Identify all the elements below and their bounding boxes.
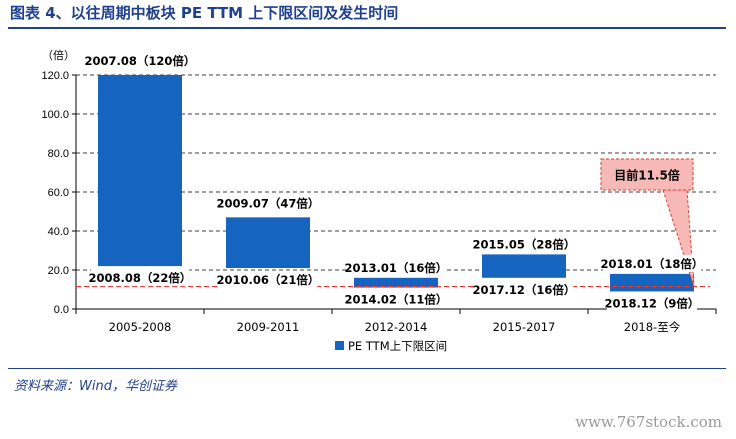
source-note: 资料来源：Wind，华创证券 bbox=[14, 379, 177, 394]
bars bbox=[98, 75, 694, 292]
x-tick-label: 2015-2017 bbox=[493, 320, 556, 334]
current-value-label: 目前11.5倍 bbox=[614, 168, 680, 183]
watermark: www.767stock.com bbox=[575, 413, 722, 431]
range-bar bbox=[482, 254, 566, 278]
range-bar bbox=[226, 217, 310, 269]
current-value-marker: 目前11.5倍 bbox=[76, 158, 710, 288]
high-value-label: 2007.08（120倍） bbox=[85, 54, 196, 68]
y-axis-unit-label: （倍） bbox=[42, 48, 75, 62]
source-divider bbox=[8, 368, 726, 369]
low-value-label: 2017.12（16倍） bbox=[473, 283, 576, 297]
low-value-label: 2018.12（9倍） bbox=[605, 296, 700, 310]
x-tick-label: 2009-2011 bbox=[237, 320, 300, 334]
high-value-label: 2018.01（18倍） bbox=[601, 257, 704, 271]
x-tick-label: 2005-2008 bbox=[109, 320, 172, 334]
current-value-pointer bbox=[662, 189, 695, 287]
high-value-label-bg bbox=[602, 254, 702, 272]
y-tick-label: 20.0 bbox=[48, 265, 69, 277]
title-divider bbox=[8, 27, 726, 29]
low-value-label-bg bbox=[474, 280, 574, 298]
current-value-callout bbox=[600, 158, 694, 191]
high-value-label-bg bbox=[218, 194, 318, 212]
y-tick-label: 40.0 bbox=[48, 226, 69, 238]
y-tick-label: 120.0 bbox=[41, 70, 69, 82]
legend: PE TTM上下限区间 bbox=[335, 339, 447, 353]
low-value-label: 2008.08（22倍） bbox=[89, 271, 192, 285]
x-tick-label: 2018-至今 bbox=[624, 320, 681, 334]
range-bar-chart: 0.0 20.0 40.0 60.0 80.0 100.0 120.0 （倍） 2005-200… bbox=[41, 48, 717, 353]
low-value-label-bg bbox=[346, 290, 446, 308]
page-title: 图表 4、以往周期中板块 PE TTM 上下限区间及发生时间 bbox=[10, 4, 399, 22]
low-value-label: 2014.02（11倍） bbox=[345, 293, 448, 307]
low-value-label-bg bbox=[606, 294, 698, 312]
data-labels: 2007.08（120倍） 2009.07（47倍） 2013.01（16倍） 201… bbox=[85, 52, 704, 312]
high-value-label-bg bbox=[86, 52, 194, 69]
low-value-label: 2010.06（21倍） bbox=[217, 273, 320, 287]
range-bar bbox=[354, 277, 438, 288]
low-value-label-bg bbox=[90, 269, 190, 287]
y-tick-label: 100.0 bbox=[41, 109, 69, 121]
high-value-label: 2015.05（28倍） bbox=[473, 237, 576, 251]
y-tick-label: 80.0 bbox=[48, 148, 69, 160]
axes: 0.0 20.0 40.0 60.0 80.0 100.0 120.0 （倍） 2005-200… bbox=[41, 48, 717, 334]
high-value-label-bg bbox=[474, 235, 574, 253]
y-tick-label: 60.0 bbox=[48, 187, 69, 199]
legend-label: PE TTM上下限区间 bbox=[348, 339, 447, 353]
range-bar bbox=[98, 75, 182, 267]
range-bar bbox=[610, 273, 694, 292]
x-tick-label: 2012-2014 bbox=[365, 320, 428, 334]
high-value-label: 2009.07（47倍） bbox=[217, 196, 320, 210]
low-value-label-bg bbox=[218, 271, 318, 289]
y-tick-label: 0.0 bbox=[54, 304, 69, 316]
high-value-label-bg bbox=[346, 258, 446, 276]
high-value-label: 2013.01（16倍） bbox=[345, 261, 448, 275]
legend-swatch bbox=[335, 341, 344, 350]
